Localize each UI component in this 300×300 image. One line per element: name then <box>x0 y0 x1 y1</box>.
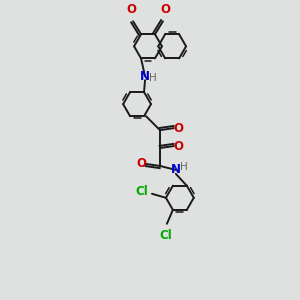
Text: O: O <box>174 140 184 152</box>
Text: N: N <box>171 164 181 176</box>
Text: H: H <box>180 162 188 172</box>
Text: O: O <box>160 3 170 16</box>
Text: Cl: Cl <box>160 229 172 242</box>
Text: H: H <box>149 73 157 83</box>
Text: O: O <box>136 158 146 170</box>
Text: O: O <box>126 3 136 16</box>
Text: N: N <box>140 70 150 83</box>
Text: O: O <box>174 122 184 135</box>
Text: Cl: Cl <box>135 185 148 198</box>
